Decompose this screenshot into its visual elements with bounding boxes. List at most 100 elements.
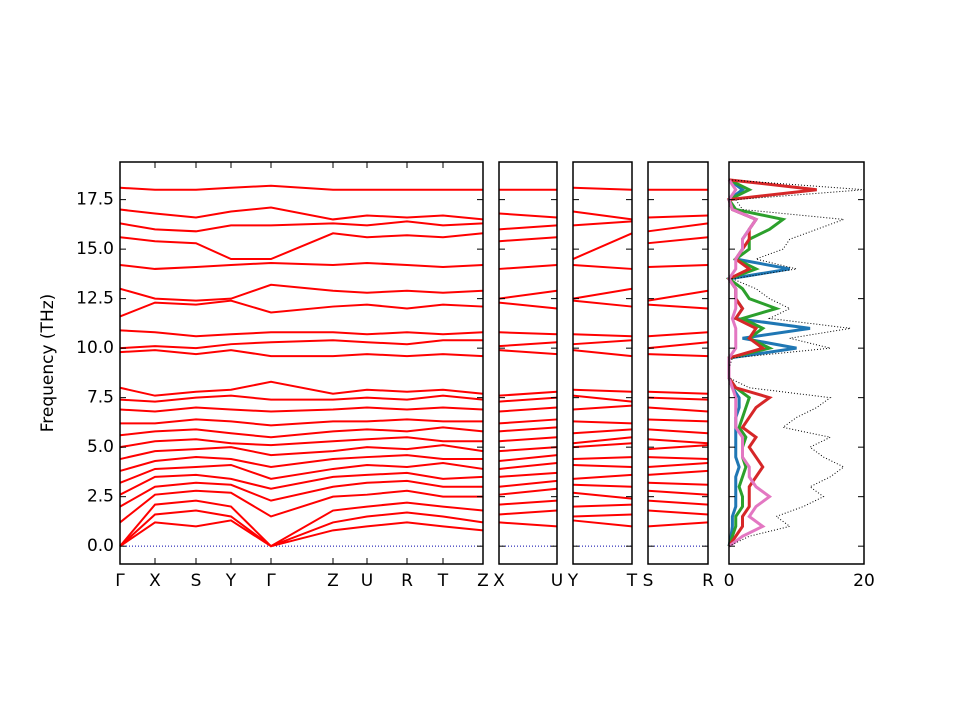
- band: [119, 349, 484, 358]
- k-point-label: X: [493, 571, 505, 591]
- band: [119, 261, 484, 270]
- band: [647, 341, 709, 350]
- band: [647, 509, 709, 516]
- band: [572, 473, 633, 480]
- k-point-label: R: [401, 571, 413, 591]
- band: [119, 184, 483, 191]
- band: [572, 519, 633, 528]
- k-point-label: Γ: [266, 571, 276, 591]
- band: [119, 479, 483, 508]
- band: [647, 456, 709, 461]
- band: [647, 222, 709, 233]
- band: [498, 499, 558, 506]
- band: [572, 339, 633, 346]
- band: [119, 461, 484, 484]
- band: [119, 489, 483, 524]
- k-point-label: Y: [567, 571, 579, 591]
- band: [572, 263, 633, 270]
- band: [498, 301, 558, 310]
- band: [572, 232, 633, 260]
- band: [498, 212, 558, 219]
- band: [119, 471, 484, 496]
- y-axis-label: Frequency (THz): [38, 294, 58, 433]
- k-point-label: Z: [477, 571, 489, 591]
- band: [119, 299, 484, 318]
- band: [647, 214, 709, 219]
- band: [572, 513, 633, 518]
- band: [119, 444, 484, 461]
- band: [572, 483, 633, 488]
- y-tick-label: 15.0: [76, 239, 114, 259]
- band: [498, 436, 558, 443]
- k-point-label: Y: [225, 571, 237, 591]
- band: [647, 236, 709, 245]
- band: [498, 462, 558, 470]
- band: [119, 380, 484, 397]
- band: [119, 519, 484, 548]
- band: [647, 418, 709, 423]
- k-point-label: T: [626, 571, 638, 591]
- k-point-label: U: [361, 571, 373, 591]
- band: [119, 499, 484, 548]
- k-point-label: T: [437, 571, 449, 591]
- band: [572, 287, 633, 300]
- band: [498, 418, 558, 425]
- band: [647, 263, 709, 268]
- y-tick-label: 2.5: [87, 487, 114, 507]
- band: [647, 499, 709, 506]
- y-tick-label: 10.0: [76, 338, 114, 358]
- band: [572, 210, 633, 221]
- band: [572, 388, 633, 393]
- band: [572, 463, 633, 468]
- band: [572, 491, 633, 500]
- panel-frame: [647, 161, 709, 565]
- k-point-label: Z: [327, 571, 339, 591]
- band: [119, 509, 484, 548]
- band: [647, 289, 709, 302]
- y-tick-label: 12.5: [76, 289, 114, 309]
- band: [572, 420, 633, 425]
- band: [119, 206, 484, 221]
- band: [647, 331, 709, 338]
- band: [647, 390, 709, 395]
- band: [572, 333, 633, 338]
- band: [647, 406, 709, 413]
- k-point-label: U: [551, 571, 563, 591]
- band: [572, 299, 633, 308]
- band: [119, 436, 483, 449]
- band: [498, 521, 558, 528]
- band: [119, 406, 484, 413]
- band: [498, 406, 558, 413]
- band: [498, 471, 558, 478]
- band: [647, 489, 709, 496]
- band: [572, 404, 633, 411]
- band: [647, 353, 709, 358]
- band: [119, 339, 483, 350]
- band: [119, 220, 484, 233]
- band: [498, 331, 558, 336]
- band: [572, 436, 633, 445]
- k-point-label: S: [191, 571, 202, 591]
- x-tick-label: 20: [853, 571, 875, 591]
- band: [498, 390, 558, 397]
- k-point-label: X: [149, 571, 161, 591]
- band: [498, 289, 558, 300]
- panel-frame: [119, 161, 484, 565]
- band: [120, 418, 483, 427]
- band: [647, 428, 709, 435]
- band: [647, 481, 709, 486]
- band: [498, 487, 558, 496]
- band: [119, 232, 484, 261]
- band: [647, 521, 709, 528]
- band: [572, 428, 633, 435]
- band: [647, 444, 709, 451]
- band: [572, 442, 633, 449]
- band: [647, 396, 709, 401]
- band: [119, 394, 484, 403]
- y-tick-label: 0.0: [87, 536, 114, 556]
- band: [572, 220, 633, 227]
- band: [498, 509, 558, 516]
- band: [119, 283, 484, 302]
- band: [647, 462, 709, 468]
